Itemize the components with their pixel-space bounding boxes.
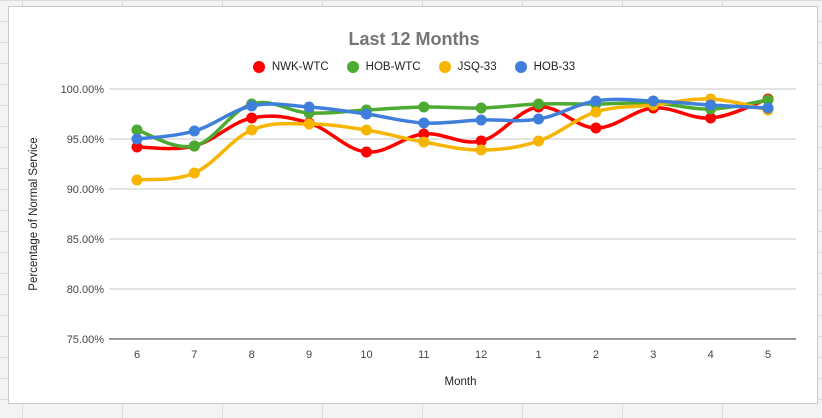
legend-marker-nwk-wtc xyxy=(252,61,265,73)
x-tick-label: 11 xyxy=(418,349,429,361)
y-axis-title: Percentage of Normal Service xyxy=(28,137,40,290)
x-tick-label: 5 xyxy=(765,349,771,361)
data-point-hob-33 xyxy=(188,125,200,137)
chart-container[interactable]: Last 12 Months NWK-WTC HOB-WTC JSQ-33 HO… xyxy=(8,6,818,404)
x-tick-label: 2 xyxy=(593,349,599,361)
legend-item-hob-33[interactable]: HOB-33 xyxy=(514,61,576,73)
legend-label-hob-wtc: HOB-WTC xyxy=(365,61,421,73)
chart-plot-area: 75.00% 80.00% 85.00% 90.00% 95.00% 100.00% 6 7 8… xyxy=(28,84,796,388)
data-point-hob-33 xyxy=(475,114,487,126)
legend-item-hob-wtc[interactable]: HOB-WTC xyxy=(346,61,421,73)
legend-marker-jsq-33 xyxy=(438,61,451,73)
data-point-hob-33 xyxy=(303,101,315,113)
data-point-hob-33 xyxy=(131,133,143,145)
data-point-jsq-33 xyxy=(303,118,315,130)
data-point-hob-wtc xyxy=(533,98,545,110)
data-point-hob-wtc xyxy=(418,101,430,113)
x-tick-label: 12 xyxy=(475,349,487,361)
data-point-nwk-wtc xyxy=(475,135,487,147)
y-tick-label: 95.00% xyxy=(67,134,105,146)
data-point-hob-wtc xyxy=(762,94,774,106)
data-point-hob-wtc xyxy=(475,102,487,114)
data-point-nwk-wtc xyxy=(246,112,258,124)
x-tick-label: 4 xyxy=(708,349,714,361)
data-point-jsq-33 xyxy=(188,167,200,179)
data-point-nwk-wtc xyxy=(590,122,602,134)
data-point-jsq-33 xyxy=(533,135,545,147)
legend-label-jsq-33: JSQ-33 xyxy=(457,61,497,73)
y-tick-label: 75.00% xyxy=(67,334,105,346)
x-tick-label: 9 xyxy=(306,349,312,361)
data-point-nwk-wtc xyxy=(131,141,143,153)
y-tick-label: 100.00% xyxy=(61,84,105,96)
legend-item-nwk-wtc[interactable]: NWK-WTC xyxy=(252,61,329,73)
legend-label-nwk-wtc: NWK-WTC xyxy=(271,61,329,73)
chart-title: Last 12 Months xyxy=(348,29,480,49)
data-point-hob-33 xyxy=(246,100,258,112)
data-point-jsq-33 xyxy=(475,144,487,156)
data-point-hob-33 xyxy=(418,117,430,129)
data-point-hob-33 xyxy=(705,99,717,111)
data-point-hob-33 xyxy=(590,95,602,107)
data-point-hob-wtc xyxy=(131,124,143,136)
x-tick-label: 6 xyxy=(134,349,140,361)
legend-marker-hob-wtc xyxy=(346,61,359,73)
data-point-jsq-33 xyxy=(360,124,372,136)
chart-legend: NWK-WTC HOB-WTC JSQ-33 HOB-33 xyxy=(9,61,819,73)
legend-label-hob-33: HOB-33 xyxy=(533,61,576,73)
x-tick-label: 10 xyxy=(360,349,372,361)
data-point-hob-33 xyxy=(360,108,372,120)
y-tick-label: 85.00% xyxy=(67,234,105,246)
data-point-jsq-33 xyxy=(131,174,143,186)
x-tick-label: 7 xyxy=(191,349,197,361)
x-tick-label: 8 xyxy=(249,349,255,361)
data-point-jsq-33 xyxy=(418,136,430,148)
y-tick-label: 80.00% xyxy=(67,284,105,296)
data-point-hob-33 xyxy=(647,95,659,107)
data-point-jsq-33 xyxy=(246,124,258,136)
legend-item-jsq-33[interactable]: JSQ-33 xyxy=(438,61,497,73)
data-point-hob-wtc xyxy=(188,140,200,152)
x-tick-label: 3 xyxy=(650,349,656,361)
data-point-jsq-33 xyxy=(590,106,602,118)
data-point-nwk-wtc xyxy=(705,112,717,124)
data-point-hob-33 xyxy=(533,113,545,125)
legend-marker-hob-33 xyxy=(514,61,527,73)
y-tick-label: 90.00% xyxy=(67,184,105,196)
data-point-nwk-wtc xyxy=(418,128,430,140)
x-tick-label: 1 xyxy=(535,349,541,361)
x-axis-title: Month xyxy=(445,376,477,388)
data-point-nwk-wtc xyxy=(360,146,372,158)
data-point-hob-33 xyxy=(762,102,774,114)
